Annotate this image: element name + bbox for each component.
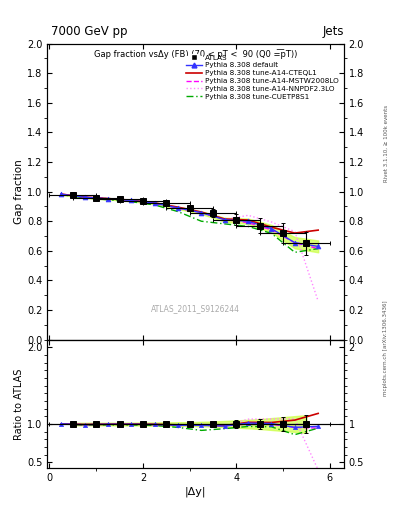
Text: Jets: Jets (322, 26, 344, 38)
Y-axis label: Gap fraction: Gap fraction (14, 159, 24, 224)
Legend: ATLAS, Pythia 8.308 default, Pythia 8.308 tune-A14-CTEQL1, Pythia 8.308 tune-A14: ATLAS, Pythia 8.308 default, Pythia 8.30… (185, 53, 340, 101)
Y-axis label: Ratio to ATLAS: Ratio to ATLAS (14, 369, 24, 440)
Text: mcplots.cern.ch [arXiv:1306.3436]: mcplots.cern.ch [arXiv:1306.3436] (384, 301, 388, 396)
Text: 7000 GeV pp: 7000 GeV pp (51, 26, 128, 38)
Text: Gap fraction vsΔy (FB) (70 < pT <  90 (Q0 =͞pT)): Gap fraction vsΔy (FB) (70 < pT < 90 (Q0… (94, 50, 297, 59)
Text: ATLAS_2011_S9126244: ATLAS_2011_S9126244 (151, 304, 240, 313)
Text: Rivet 3.1.10, ≥ 100k events: Rivet 3.1.10, ≥ 100k events (384, 105, 388, 182)
X-axis label: |Δy|: |Δy| (185, 486, 206, 497)
